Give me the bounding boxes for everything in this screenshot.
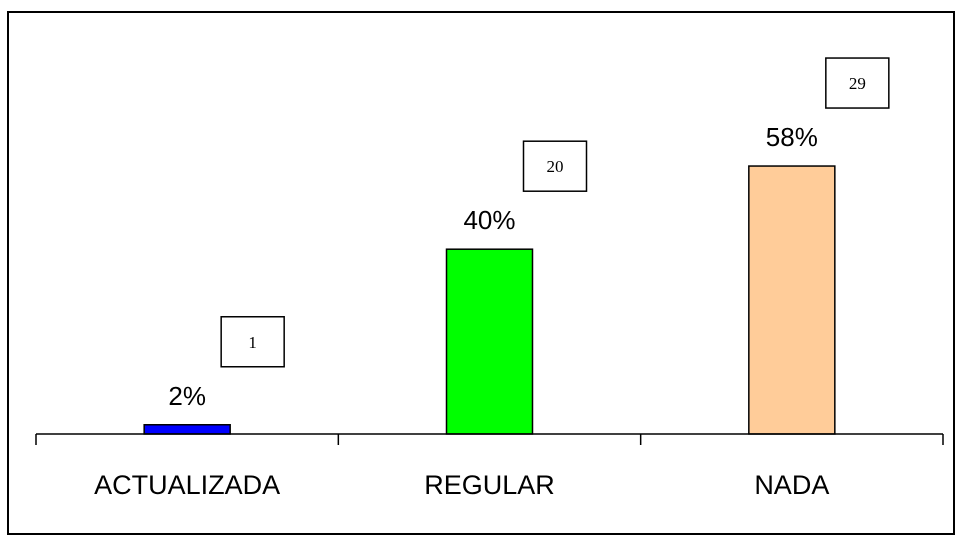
count-box bbox=[825, 57, 890, 109]
bar-nada bbox=[748, 165, 836, 435]
count-label: 1 bbox=[248, 333, 257, 352]
value-label: 40% bbox=[463, 205, 515, 235]
bar-actualizada bbox=[143, 424, 231, 435]
value-label: 2% bbox=[168, 381, 206, 411]
category-label: ACTUALIZADA bbox=[94, 470, 280, 500]
bar-regular bbox=[445, 248, 534, 435]
count-box bbox=[522, 140, 588, 192]
bars-layer bbox=[143, 165, 836, 435]
count-box bbox=[220, 316, 285, 368]
count-label: 20 bbox=[547, 157, 564, 176]
category-label: NADA bbox=[754, 470, 829, 500]
count-label: 29 bbox=[849, 74, 866, 93]
category-label: REGULAR bbox=[424, 470, 555, 500]
labels-layer: 2% ACTUALIZADA 1 40% REGULAR 20 58% NADA 29 bbox=[94, 57, 890, 500]
x-axis bbox=[35, 433, 944, 445]
value-label: 58% bbox=[766, 122, 818, 152]
